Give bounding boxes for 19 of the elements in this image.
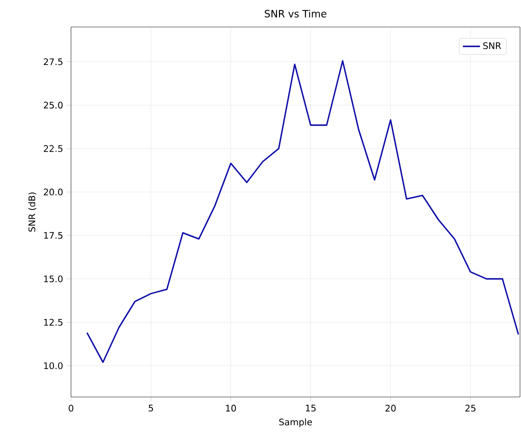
legend-label: SNR	[483, 42, 502, 50]
y-tick-label: 12.5	[44, 318, 62, 326]
x-tick-label: 15	[306, 404, 316, 412]
y-tick-label: 25.0	[44, 102, 63, 109]
x-tick-label: 10	[226, 404, 236, 412]
y-tick-label: 15.0	[44, 275, 63, 282]
x-tick-label: 25	[465, 404, 476, 412]
y-tick-label: 17.5	[44, 232, 62, 239]
x-tick-label: 5	[148, 404, 153, 412]
x-axis-title: Sample	[279, 418, 312, 428]
x-tick-label: 0	[68, 404, 74, 412]
line-series	[86, 60, 520, 363]
y-axis-title: SNR (dB)	[28, 192, 36, 232]
y-tick-label: 10.0	[44, 362, 63, 370]
chart-title: SNR vs Time	[264, 10, 326, 18]
x-tick-label: 20	[386, 404, 396, 412]
y-tick-label: 27.5	[44, 58, 62, 66]
y-tick-label: 22.5	[44, 145, 62, 152]
y-tick-label: 20.0	[44, 188, 63, 196]
